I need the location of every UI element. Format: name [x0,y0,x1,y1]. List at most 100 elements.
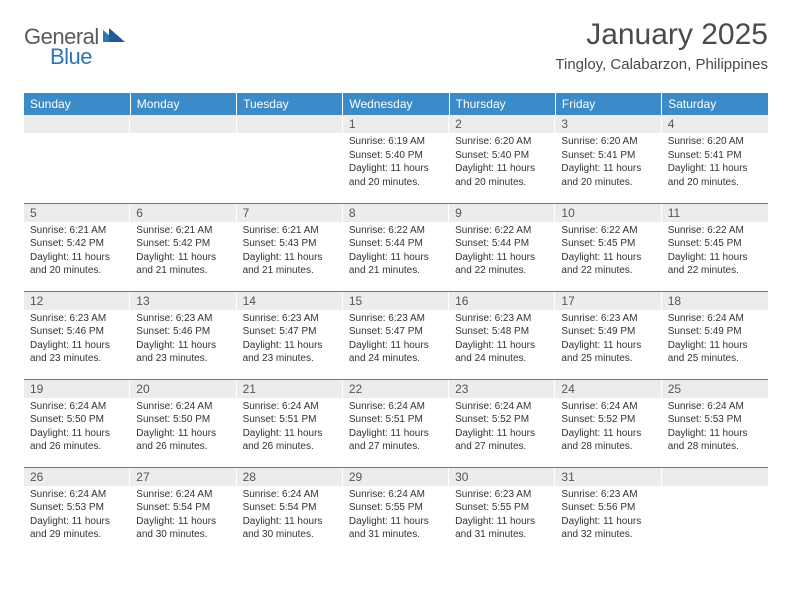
day-number: 10 [555,204,661,222]
calendar-cell: 4Sunrise: 6:20 AMSunset: 5:41 PMDaylight… [662,115,768,203]
day-body: Sunrise: 6:23 AMSunset: 5:47 PMDaylight:… [343,310,449,370]
calendar-cell: 7Sunrise: 6:21 AMSunset: 5:43 PMDaylight… [237,203,343,291]
day-line: Sunrise: 6:24 AM [668,312,762,326]
day-line: Sunrise: 6:22 AM [455,224,549,238]
day-line: Daylight: 11 hours [561,162,655,176]
day-line: and 20 minutes. [561,176,655,190]
day-line: and 23 minutes. [243,352,337,366]
day-line: and 27 minutes. [349,440,443,454]
calendar-cell: 28Sunrise: 6:24 AMSunset: 5:54 PMDayligh… [237,467,343,555]
day-number: 26 [24,468,130,486]
day-body: Sunrise: 6:23 AMSunset: 5:46 PMDaylight:… [130,310,236,370]
day-line: Sunset: 5:55 PM [349,501,443,515]
day-body: Sunrise: 6:23 AMSunset: 5:55 PMDaylight:… [449,486,555,546]
day-line: and 26 minutes. [30,440,124,454]
day-line: Sunrise: 6:23 AM [349,312,443,326]
day-line: and 27 minutes. [455,440,549,454]
day-body: Sunrise: 6:24 AMSunset: 5:51 PMDaylight:… [343,398,449,458]
day-line: Sunset: 5:55 PM [455,501,549,515]
day-line: Daylight: 11 hours [668,339,762,353]
day-body: Sunrise: 6:21 AMSunset: 5:42 PMDaylight:… [130,222,236,282]
day-line: and 21 minutes. [243,264,337,278]
day-line: Daylight: 11 hours [243,515,337,529]
day-body: Sunrise: 6:22 AMSunset: 5:45 PMDaylight:… [662,222,768,282]
day-line: Sunset: 5:53 PM [668,413,762,427]
calendar-table: Sunday Monday Tuesday Wednesday Thursday… [24,93,768,555]
day-body: Sunrise: 6:24 AMSunset: 5:49 PMDaylight:… [662,310,768,370]
calendar-cell [24,115,130,203]
day-number: 6 [130,204,236,222]
day-line: and 20 minutes. [349,176,443,190]
day-number: 1 [343,115,449,133]
day-number: 5 [24,204,130,222]
day-line: and 28 minutes. [561,440,655,454]
day-number: 25 [662,380,768,398]
day-body: Sunrise: 6:24 AMSunset: 5:54 PMDaylight:… [130,486,236,546]
title-block: January 2025 Tingloy, Calabarzon, Philip… [555,18,768,73]
day-line: Daylight: 11 hours [136,251,230,265]
day-number: 27 [130,468,236,486]
weekday-header: Monday [130,93,236,115]
day-line: Sunrise: 6:23 AM [30,312,124,326]
day-line: Sunset: 5:56 PM [561,501,655,515]
day-number: 14 [237,292,343,310]
calendar-cell: 10Sunrise: 6:22 AMSunset: 5:45 PMDayligh… [555,203,661,291]
day-line: Sunrise: 6:24 AM [243,400,337,414]
calendar-cell: 26Sunrise: 6:24 AMSunset: 5:53 PMDayligh… [24,467,130,555]
header: General January 2025 Tingloy, Calabarzon… [24,18,768,73]
day-line: Daylight: 11 hours [349,427,443,441]
day-line: and 31 minutes. [349,528,443,542]
day-number [130,115,236,133]
weekday-header: Tuesday [237,93,343,115]
day-line: Daylight: 11 hours [561,251,655,265]
day-line: Sunset: 5:51 PM [243,413,337,427]
day-line: Sunrise: 6:23 AM [455,312,549,326]
logo-text-blue: Blue [50,44,92,69]
day-number: 23 [449,380,555,398]
calendar-week-row: 1Sunrise: 6:19 AMSunset: 5:40 PMDaylight… [24,115,768,203]
day-line: Sunrise: 6:21 AM [243,224,337,238]
day-line: and 22 minutes. [561,264,655,278]
calendar-cell: 3Sunrise: 6:20 AMSunset: 5:41 PMDaylight… [555,115,661,203]
calendar-cell: 8Sunrise: 6:22 AMSunset: 5:44 PMDaylight… [343,203,449,291]
day-line: Sunset: 5:48 PM [455,325,549,339]
day-line: Sunrise: 6:24 AM [30,400,124,414]
day-line: and 25 minutes. [668,352,762,366]
day-line: Daylight: 11 hours [349,339,443,353]
weekday-header: Sunday [24,93,130,115]
day-line: Sunrise: 6:23 AM [561,312,655,326]
logo-triangle-icon [103,26,125,47]
day-line: Daylight: 11 hours [349,251,443,265]
day-line: Daylight: 11 hours [136,339,230,353]
calendar-cell: 19Sunrise: 6:24 AMSunset: 5:50 PMDayligh… [24,379,130,467]
day-line: and 24 minutes. [455,352,549,366]
day-body: Sunrise: 6:24 AMSunset: 5:52 PMDaylight:… [449,398,555,458]
day-line: Daylight: 11 hours [455,339,549,353]
calendar-cell: 1Sunrise: 6:19 AMSunset: 5:40 PMDaylight… [343,115,449,203]
day-line: Sunrise: 6:22 AM [561,224,655,238]
day-number: 30 [449,468,555,486]
day-body: Sunrise: 6:20 AMSunset: 5:40 PMDaylight:… [449,133,555,193]
day-line: Daylight: 11 hours [30,339,124,353]
day-line: Sunset: 5:44 PM [349,237,443,251]
day-body: Sunrise: 6:22 AMSunset: 5:44 PMDaylight:… [449,222,555,282]
calendar-cell [237,115,343,203]
weekday-header: Thursday [449,93,555,115]
day-body: Sunrise: 6:24 AMSunset: 5:52 PMDaylight:… [555,398,661,458]
day-number: 20 [130,380,236,398]
day-number: 11 [662,204,768,222]
calendar-cell: 15Sunrise: 6:23 AMSunset: 5:47 PMDayligh… [343,291,449,379]
calendar-cell: 11Sunrise: 6:22 AMSunset: 5:45 PMDayligh… [662,203,768,291]
day-number: 7 [237,204,343,222]
day-line: Daylight: 11 hours [668,427,762,441]
day-line: Sunset: 5:52 PM [561,413,655,427]
day-line: Daylight: 11 hours [668,162,762,176]
day-body: Sunrise: 6:24 AMSunset: 5:51 PMDaylight:… [237,398,343,458]
day-number: 29 [343,468,449,486]
day-line: Sunset: 5:47 PM [243,325,337,339]
day-line: Sunrise: 6:23 AM [455,488,549,502]
day-number [662,468,768,486]
day-line: and 26 minutes. [243,440,337,454]
day-line: and 21 minutes. [136,264,230,278]
day-line: Sunset: 5:53 PM [30,501,124,515]
